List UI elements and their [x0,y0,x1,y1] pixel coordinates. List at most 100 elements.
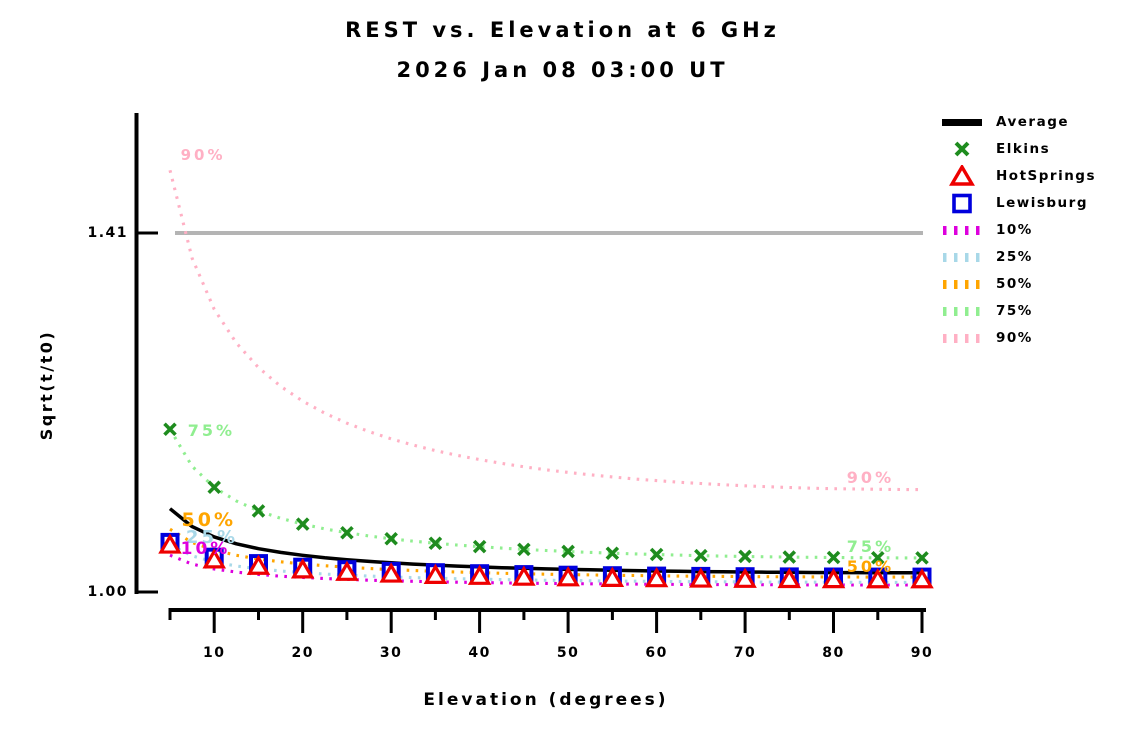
legend-item-50pct: 50% [940,270,1096,297]
x-tick-label: 20 [291,645,314,661]
marker-hotsprings [910,568,934,589]
marker-elkins [207,480,222,495]
legend-label: 25% [996,248,1033,265]
marker-elkins [384,531,398,546]
x-axis-minor-tick [345,608,349,620]
marker-elkins [694,548,708,563]
curve-label-90pct: 90% [846,468,895,488]
marker-hotsprings [600,566,625,587]
y-tick-label: 1.00 [87,584,128,600]
reference-line [175,231,923,235]
legend-label: Elkins [996,140,1051,157]
x-axis-minor-tick [787,608,791,620]
marker-elkins [782,550,797,564]
x-axis-major-tick [832,608,835,633]
x-tick-label: 80 [822,645,845,661]
marker-hotsprings [158,533,182,554]
marker-hotsprings [556,566,580,587]
x-axis-major-tick [389,608,393,633]
marker-hotsprings [689,567,713,588]
legend-label: 90% [996,329,1033,346]
marker-hotsprings [644,567,669,588]
x-axis-minor-tick [610,608,614,620]
marker-elkins [870,550,885,565]
x-axis-major-tick [743,608,747,633]
x-axis-major-tick [212,608,216,633]
marker-hotsprings [290,558,315,579]
curve-label-25pct: 25% [185,526,239,548]
curve-label-50pct: 50% [181,509,236,532]
marker-hotsprings [246,554,271,575]
x-tick-label: 50 [556,645,580,661]
curve-75% [168,428,922,560]
legend-label: Average [996,113,1070,130]
marker-hotsprings [467,564,492,585]
legend-item-90pct: 90% [940,324,1096,351]
legend-label: HotSprings [996,167,1097,184]
marker-elkins [163,422,177,436]
legend-swatch-triangle-icon [949,164,975,186]
curve-90% [168,169,923,492]
x-tick-label: 30 [379,645,403,661]
legend-item-elkins: Elkins [940,135,1096,162]
marker-elkins [605,546,620,560]
legend-label: 50% [996,275,1033,292]
x-axis-line [170,608,926,612]
x-axis-minor-tick [522,608,526,620]
x-tick-label: 60 [645,645,668,661]
marker-elkins [561,544,575,559]
y-axis-tick [137,590,158,594]
x-axis-major-tick [478,608,482,633]
legend-swatch-dots-icon [943,225,980,235]
legend-swatch-dots-icon [943,306,980,316]
x-axis-minor-tick [433,608,437,620]
marker-hotsprings [733,567,757,588]
legend-item-average: Average [940,108,1096,135]
y-axis-line [134,113,139,594]
marker-elkins [340,525,354,540]
marker-hotsprings [202,548,227,569]
x-tick-label: 90 [910,645,934,661]
legend-swatch-dots-icon [943,252,980,262]
marker-elkins [251,504,266,518]
legend: Average Elkins HotSprings Lewisburg 10% 25% 50… [940,108,1096,351]
marker-elkins [295,517,310,531]
marker-elkins [649,547,664,562]
x-axis-major-tick [301,608,305,633]
y-axis-tick [137,231,158,235]
legend-item-hotsprings: HotSprings [940,162,1096,189]
x-axis-minor-tick [699,608,703,620]
marker-elkins [738,549,752,564]
x-axis-minor-tick [876,608,880,620]
legend-item-lewisburg: Lewisburg [940,189,1096,216]
legend-item-75pct: 75% [940,297,1096,324]
marker-elkins [517,542,531,557]
legend-swatch-square-icon [952,193,972,213]
x-axis-major-tick [920,608,924,633]
curve-label-75pct: 75% [846,537,895,557]
y-tick-label: 1.41 [87,225,128,241]
marker-hotsprings [865,568,890,589]
marker-hotsprings [423,563,448,584]
x-axis-minor-tick [257,608,260,620]
legend-label: 10% [996,221,1033,238]
marker-hotsprings [821,567,846,589]
legend-item-10pct: 10% [940,216,1096,243]
marker-elkins [428,536,443,551]
chart-subtitle: 2026 Jan 08 03:00 UT [396,58,729,82]
legend-swatch-line-icon [942,118,982,126]
curve-label-10pct: 10% [180,539,231,560]
x-tick-label: 40 [468,645,491,661]
x-axis-minor-tick [168,608,172,620]
curve-label-50pct: 50% [846,556,895,576]
marker-elkins [472,539,487,554]
marker-hotsprings [777,567,802,589]
legend-swatch-dots-icon [943,333,980,343]
marker-elkins [915,551,929,565]
marker-hotsprings [512,565,536,586]
x-axis-major-tick [566,608,570,633]
legend-label: Lewisburg [996,194,1088,211]
x-axis-label: Elevation (degrees) [423,690,669,710]
